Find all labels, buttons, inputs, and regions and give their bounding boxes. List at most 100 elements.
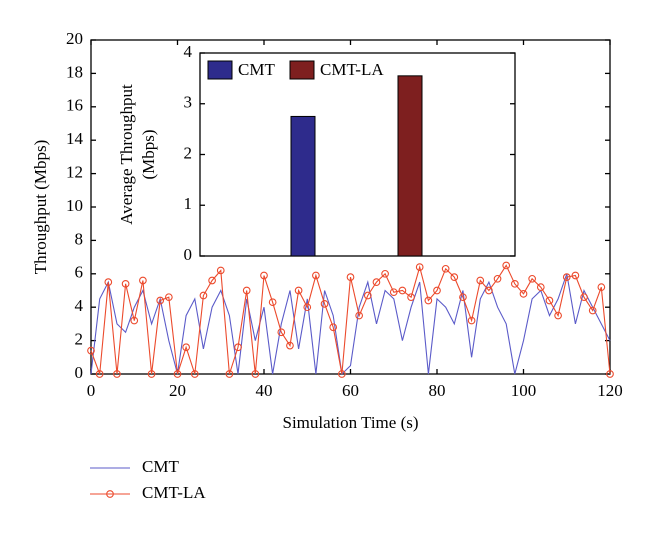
legend-label: CMT <box>142 457 179 476</box>
y-tick-label: 8 <box>75 229 84 248</box>
point <box>277 328 286 337</box>
point <box>87 346 95 355</box>
point <box>130 316 139 325</box>
point <box>242 286 251 295</box>
point <box>329 323 338 332</box>
x-tick-label: 20 <box>169 381 186 400</box>
y-tick-label: 12 <box>66 163 83 182</box>
point <box>545 296 554 305</box>
y-tick-label: 20 <box>66 29 83 48</box>
x-tick-label: 0 <box>87 381 96 400</box>
y-tick-label: 4 <box>184 42 193 61</box>
y-tick-label: 10 <box>66 196 83 215</box>
y-tick-label: 0 <box>75 363 84 382</box>
point <box>234 343 242 352</box>
point <box>510 279 519 288</box>
point <box>562 273 571 281</box>
bar <box>397 75 423 257</box>
x-tick-label: 60 <box>342 381 359 400</box>
point <box>260 271 268 280</box>
point <box>312 271 320 280</box>
x-axis-label: Simulation Time (s) <box>282 413 418 432</box>
x-tick-label: 40 <box>256 381 273 400</box>
point <box>398 286 407 295</box>
point <box>251 370 260 378</box>
legend-swatch <box>207 60 233 80</box>
point <box>320 300 329 308</box>
y-axis-label: Average Throughput <box>117 84 136 225</box>
bar <box>290 115 316 257</box>
line-series <box>90 273 611 376</box>
point <box>528 274 537 283</box>
line-series <box>90 264 611 375</box>
point <box>597 283 606 292</box>
y-tick-label: 0 <box>184 245 193 264</box>
point <box>286 341 294 350</box>
point <box>389 288 398 297</box>
point <box>580 293 588 302</box>
point <box>225 370 234 378</box>
point <box>606 370 614 378</box>
point <box>208 276 216 285</box>
y-axis-label: Throughput (Mbps) <box>31 140 50 275</box>
y-tick-label: 14 <box>66 129 84 148</box>
point <box>372 278 381 287</box>
point <box>493 274 502 283</box>
point <box>467 316 476 325</box>
point <box>433 286 441 295</box>
point <box>588 306 597 315</box>
point <box>165 293 173 302</box>
point <box>476 276 485 285</box>
point <box>216 266 225 275</box>
point <box>407 293 415 302</box>
point <box>554 311 562 320</box>
point <box>571 271 580 280</box>
point <box>346 273 355 281</box>
point <box>450 273 459 281</box>
legend-label: CMT-LA <box>320 60 384 79</box>
point <box>424 296 433 305</box>
legend-marker <box>106 490 114 498</box>
y-tick-label: 16 <box>66 96 83 115</box>
point <box>95 370 104 378</box>
point <box>355 311 364 320</box>
y-tick-label: 2 <box>75 330 84 349</box>
point <box>121 279 130 288</box>
point <box>190 370 199 378</box>
point <box>268 298 277 307</box>
point <box>485 286 493 295</box>
x-tick-label: 80 <box>429 381 446 400</box>
point <box>519 289 528 298</box>
inset-background <box>200 53 515 256</box>
y-tick-label: 18 <box>66 62 83 81</box>
y-axis-label: (Mbps) <box>139 129 158 179</box>
point <box>139 276 147 285</box>
point <box>113 370 121 378</box>
point <box>536 283 545 292</box>
point <box>502 261 511 270</box>
point <box>182 343 190 352</box>
point <box>363 291 372 300</box>
legend-label: CMT-LA <box>142 483 206 502</box>
x-tick-label: 120 <box>597 381 623 400</box>
legend-swatch <box>289 60 315 80</box>
point <box>104 278 113 287</box>
point <box>415 263 424 271</box>
y-tick-label: 3 <box>184 93 193 112</box>
point <box>156 296 165 305</box>
point <box>294 286 303 295</box>
point <box>381 269 389 278</box>
point <box>199 291 208 300</box>
point <box>441 264 450 273</box>
x-tick-label: 100 <box>511 381 537 400</box>
y-tick-label: 2 <box>184 143 193 162</box>
point <box>303 303 312 312</box>
point <box>459 293 467 302</box>
point <box>338 370 346 378</box>
y-tick-label: 1 <box>184 194 193 213</box>
y-tick-label: 4 <box>75 296 84 315</box>
point <box>147 370 156 378</box>
point <box>173 370 182 378</box>
legend-label: CMT <box>238 60 275 79</box>
